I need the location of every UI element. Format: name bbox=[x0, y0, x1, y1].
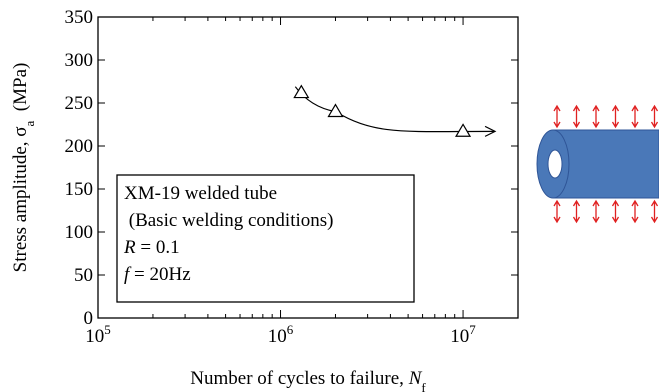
y-tick-label: 200 bbox=[65, 136, 94, 157]
x-tick-exponent: 7 bbox=[469, 322, 476, 337]
runout-arrow bbox=[484, 125, 497, 137]
y-tick-label: 250 bbox=[65, 93, 94, 114]
annotation-line: R = 0.1 bbox=[123, 237, 180, 258]
load-arrow bbox=[611, 104, 620, 129]
label-part: Stress amplitude, σ bbox=[10, 126, 31, 272]
tube-hole bbox=[547, 149, 563, 179]
annotation-line: XM-19 welded tube bbox=[124, 183, 277, 204]
marker bbox=[327, 103, 344, 118]
label-part: N bbox=[408, 368, 423, 389]
annotation-box bbox=[116, 174, 415, 303]
y-tick-label: 300 bbox=[65, 50, 94, 71]
load-arrow bbox=[592, 104, 600, 129]
y-tick-label: 100 bbox=[65, 222, 94, 243]
label-part: R bbox=[123, 237, 136, 258]
label-part: Number of cycles to failure, bbox=[190, 368, 408, 389]
load-arrow bbox=[631, 199, 639, 224]
y-tick-label: 0 bbox=[84, 308, 94, 329]
y-axis-label: Stress amplitude, σa (MPa) bbox=[10, 63, 37, 273]
label-part: (MPa) bbox=[10, 63, 31, 121]
label-part: (Basic welding conditions) bbox=[124, 210, 334, 231]
x-tick-base: 10 bbox=[450, 326, 469, 347]
tube-illustration bbox=[536, 104, 659, 224]
load-arrow bbox=[631, 104, 639, 129]
plot-frame bbox=[97, 16, 519, 319]
label-part: a bbox=[22, 120, 37, 126]
x-tick-base: 10 bbox=[85, 326, 104, 347]
load-arrow bbox=[572, 104, 581, 129]
y-tick-label: 150 bbox=[65, 179, 94, 200]
x-tick-base: 10 bbox=[268, 326, 287, 347]
label-part: f bbox=[421, 380, 426, 392]
y-tick-label: 350 bbox=[65, 7, 94, 28]
label-part: XM-19 welded tube bbox=[124, 183, 277, 204]
x-tick-exponent: 6 bbox=[287, 322, 294, 337]
x-tick-label: 107 bbox=[450, 322, 476, 347]
annotation-line: (Basic welding conditions) bbox=[124, 210, 334, 231]
label-part: = 0.1 bbox=[136, 237, 180, 258]
label-part: = 20Hz bbox=[129, 264, 190, 285]
y-tick-label: 50 bbox=[74, 265, 93, 286]
annotation-line: f = 20Hz bbox=[124, 264, 191, 285]
load-arrow bbox=[592, 199, 600, 224]
load-arrow bbox=[553, 199, 561, 224]
x-tick-label: 105 bbox=[85, 322, 111, 347]
marker bbox=[455, 123, 472, 137]
load-arrow bbox=[572, 199, 581, 224]
x-tick-label: 106 bbox=[268, 322, 294, 347]
fit-curve bbox=[294, 86, 496, 133]
load-arrow bbox=[650, 199, 659, 224]
x-tick-exponent: 5 bbox=[104, 322, 111, 337]
x-axis-label: Number of cycles to failure, Nf bbox=[190, 368, 426, 392]
label-part: f bbox=[124, 264, 132, 285]
tube-body bbox=[552, 129, 659, 199]
marker bbox=[293, 84, 310, 99]
load-arrow bbox=[650, 104, 659, 129]
load-arrow bbox=[553, 104, 561, 129]
load-arrows bbox=[553, 104, 659, 224]
load-arrow bbox=[611, 199, 620, 224]
